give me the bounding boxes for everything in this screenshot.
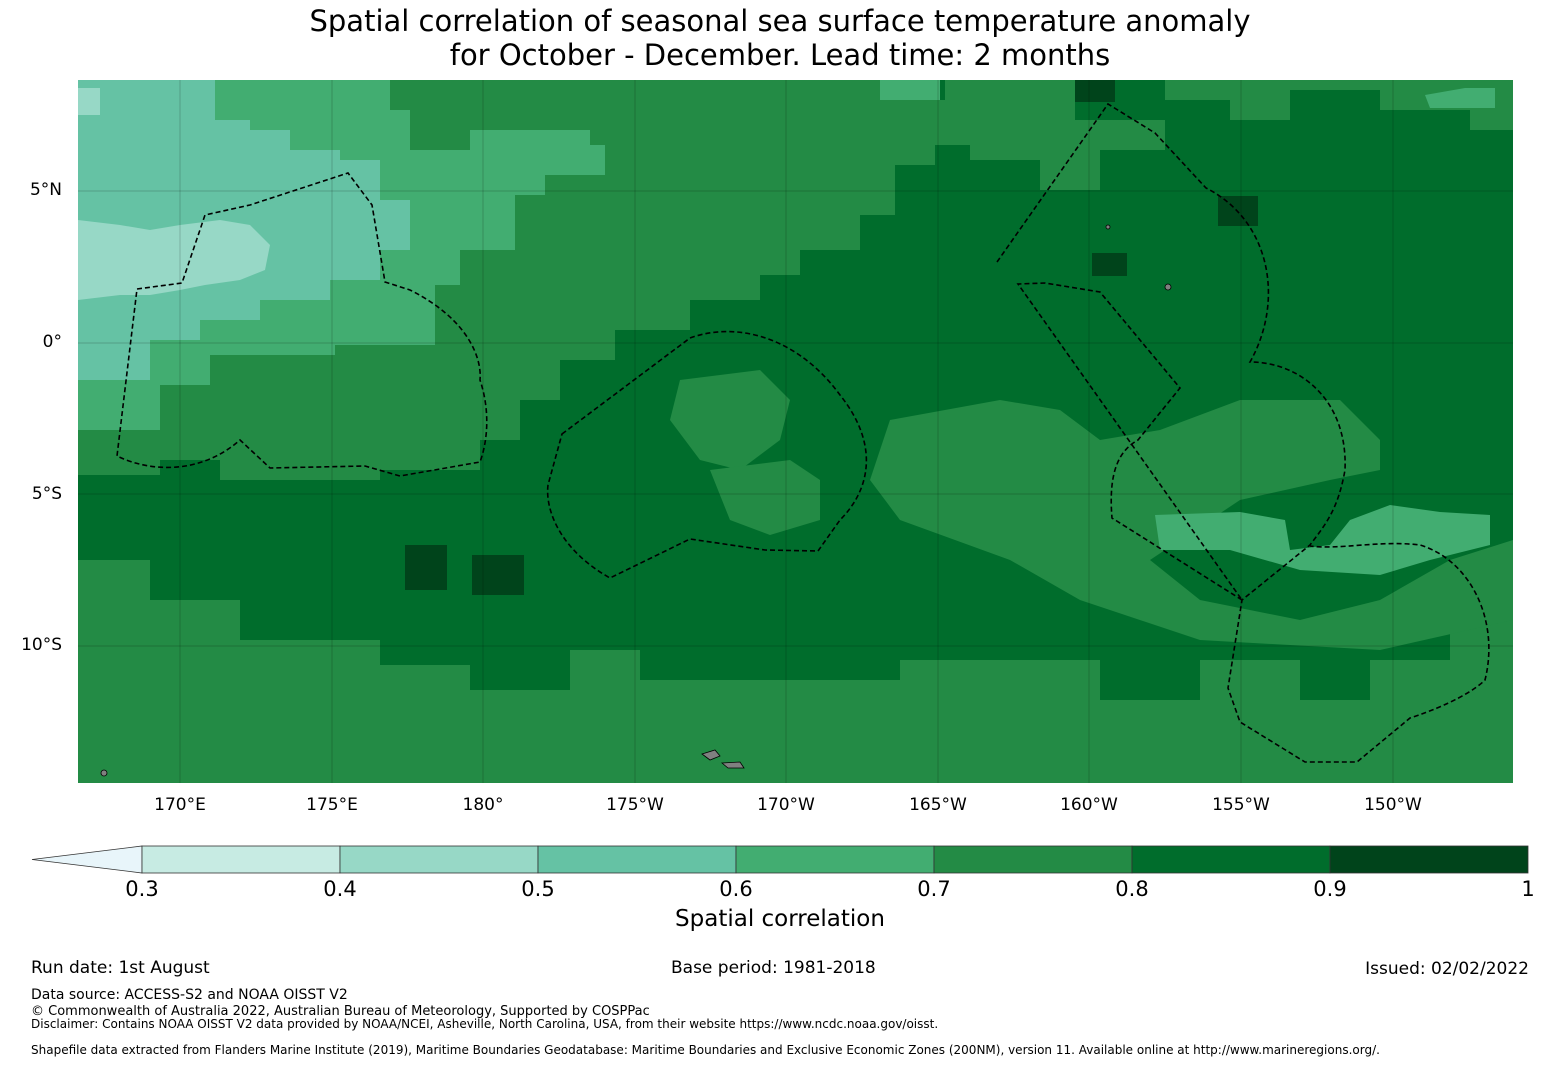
field-band-0.9-1-a [405, 545, 447, 590]
colorbar-tick-label: 0.5 [521, 877, 555, 901]
eez-boundary-kiribati-west [116, 172, 488, 477]
disclaimer: Disclaimer: Contains NOAA OISST V2 data … [31, 1017, 939, 1031]
field-band-0.4-0.5-nw [78, 88, 100, 115]
base-period: Base period: 1981-2018 [671, 958, 876, 978]
island-samoa-1 [701, 749, 721, 761]
correlation-map: 5°N 0° 5°S 10°S 170°E 175°E 180° 175°W 1… [21, 80, 1513, 815]
colorbar-cell [339, 845, 539, 874]
colorbar-cell [141, 845, 341, 874]
lon-tick-165W: 165°W [909, 795, 967, 815]
colorbar-label: Spatial correlation [675, 906, 885, 932]
colorbar-tick-label: 0.4 [323, 877, 357, 901]
colorbar [31, 845, 1529, 874]
lon-tick-175E: 175°E [306, 795, 358, 815]
title-line-2: for October - December. Lead time: 2 mon… [449, 38, 1111, 72]
lon-tick-175W: 175°W [606, 795, 664, 815]
lat-tick-5S: 5°S [31, 484, 62, 504]
colorbar-extend-arrow [31, 845, 143, 874]
islands [100, 224, 1172, 777]
colorbar-cell [1329, 845, 1529, 874]
lat-tick-10S: 10°S [21, 635, 62, 655]
field-band-0.9-1-d [1092, 253, 1127, 276]
copyright: © Commonwealth of Australia 2022, Austra… [31, 1004, 650, 1019]
colorbar-tick-label: 0.9 [1313, 877, 1347, 901]
colorbar-cells [141, 845, 1529, 874]
colorbar-tick-label: 0.6 [719, 877, 753, 901]
map-svg [78, 80, 1513, 783]
data-source: Data source: ACCESS-S2 and NOAA OISST V2 [31, 987, 348, 1003]
field-band-0.7-0.8-south [78, 560, 1513, 783]
lon-tick-170E: 170°E [154, 795, 206, 815]
eez-boundary-line-islands [996, 102, 1490, 763]
lon-tick-180: 180° [462, 795, 504, 815]
colorbar-cell [933, 845, 1133, 874]
field-band-0.6-0.7-small [880, 80, 940, 100]
field-band-0.6-0.7-se [1155, 505, 1490, 575]
lon-tick-170W: 170°W [757, 795, 815, 815]
island-dot-2 [1164, 283, 1172, 291]
chart-title: Spatial correlation of seasonal sea surf… [0, 4, 1560, 72]
field-band-0.4-0.5 [78, 220, 270, 300]
run-date: Run date: 1st August [31, 958, 210, 978]
colorbar-cell [537, 845, 737, 874]
issued-date: Issued: 02/02/2022 [1365, 959, 1529, 979]
lon-tick-155W: 155°W [1212, 795, 1270, 815]
field-band-0.9-1-e [1075, 80, 1115, 102]
lon-tick-160W: 160°W [1060, 795, 1118, 815]
gridlines [78, 80, 1513, 783]
colorbar-tick-label: 0.7 [917, 877, 951, 901]
field-band-0.7-0.8-central [670, 370, 790, 470]
colorbar-tick-label: 0.8 [1115, 877, 1149, 901]
field-band-0.6-0.7-ne [1425, 88, 1495, 108]
colorbar-cell [1131, 845, 1331, 874]
lat-tick-5N: 5°N [29, 180, 62, 200]
title-line-1: Spatial correlation of seasonal sea surf… [309, 4, 1251, 38]
colorbar-cell [735, 845, 935, 874]
field-band-0.7-0.8-central2 [710, 460, 820, 535]
lat-tick-0: 0° [42, 332, 62, 352]
field-band-0.9-1-b [472, 555, 524, 595]
colorbar-tick-label: 0.3 [125, 877, 159, 901]
island-dot-3 [1105, 224, 1111, 230]
lon-tick-150W: 150°W [1364, 795, 1422, 815]
shapefile-credit: Shapefile data extracted from Flanders M… [31, 1043, 1380, 1057]
colorbar-tick-label: 1 [1521, 877, 1535, 901]
island-dot-1 [100, 769, 108, 777]
eez-boundary-tokelau [546, 330, 868, 579]
island-samoa-2 [720, 761, 745, 769]
